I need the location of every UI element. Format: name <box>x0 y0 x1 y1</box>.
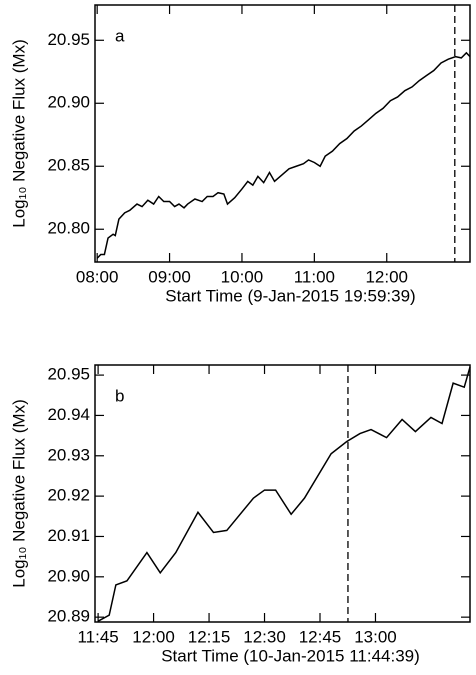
y-tick-label: 20.94 <box>47 405 90 424</box>
x-tick-label: 11:45 <box>77 627 118 646</box>
plot-frame <box>94 364 471 623</box>
x-tick-label: 11:00 <box>294 267 335 286</box>
y-axis-label: Log₁₀ Negative Flux (Mx) <box>9 399 28 588</box>
y-tick-label: 20.95 <box>47 365 90 384</box>
x-axis-label: Start Time (10-Jan-2015 11:44:39) <box>161 646 420 665</box>
y-tick-label: 20.95 <box>47 30 90 49</box>
panel-label: b <box>115 386 124 405</box>
y-tick-label: 20.90 <box>47 566 90 585</box>
x-tick-label: 09:00 <box>148 267 191 286</box>
x-tick-label: 12:45 <box>299 627 342 646</box>
y-tick-label: 20.90 <box>47 93 90 112</box>
y-tick-label: 20.80 <box>47 219 90 238</box>
panel-label: a <box>115 26 125 45</box>
y-tick-label: 20.85 <box>47 156 90 175</box>
x-tick-label: 12:00 <box>132 627 175 646</box>
plot-frame <box>94 4 471 263</box>
y-tick-label: 20.91 <box>47 526 90 545</box>
x-tick-label: 10:00 <box>221 267 264 286</box>
x-axis-label: Start Time (9-Jan-2015 19:59:39) <box>165 286 415 305</box>
x-tick-label: 13:00 <box>354 627 397 646</box>
x-tick-label: 12:30 <box>243 627 286 646</box>
y-tick-label: 20.89 <box>47 607 90 626</box>
x-tick-label: 12:00 <box>365 267 408 286</box>
data-line <box>96 51 471 259</box>
x-tick-label: 08:00 <box>76 267 119 286</box>
y-tick-label: 20.92 <box>47 486 90 505</box>
y-tick-label: 20.93 <box>47 445 90 464</box>
x-tick-label: 12:15 <box>188 627 231 646</box>
y-axis-label: Log₁₀ Negative Flux (Mx) <box>9 39 28 228</box>
data-line <box>97 366 471 622</box>
